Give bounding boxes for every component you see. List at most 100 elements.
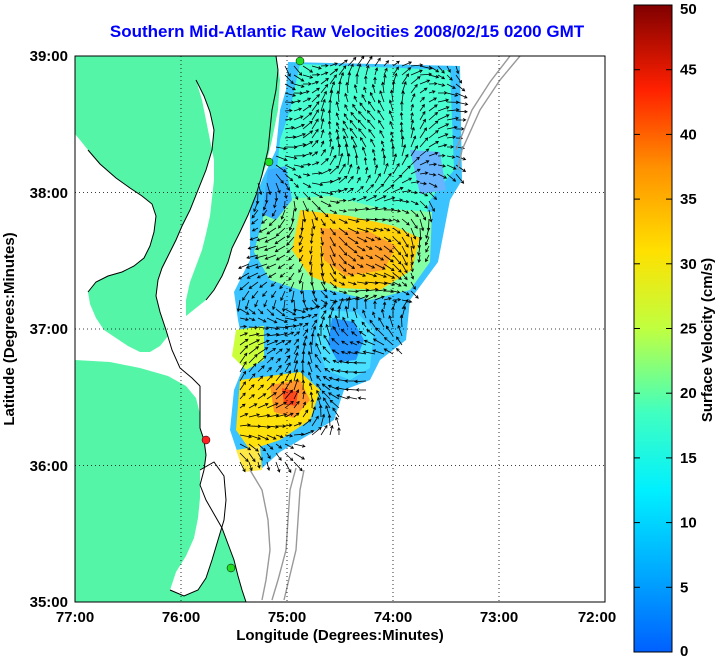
bathymetry-contours: [249, 56, 521, 601]
velocity-arrow: [316, 389, 322, 400]
velocity-arrow: [257, 403, 269, 409]
velocity-arrow: [236, 299, 241, 313]
velocity-arrow: [446, 164, 457, 170]
velocity-arrow: [388, 315, 394, 328]
velocity-arrow: [368, 100, 376, 112]
velocity-arrow: [275, 364, 282, 373]
velocity-arrow: [311, 191, 324, 198]
lon-tick-label: 73:00: [480, 609, 518, 626]
velocity-arrow: [395, 347, 403, 355]
colorbar-tick-label: 30: [680, 256, 697, 273]
velocity-arrow: [329, 424, 334, 436]
velocity-arrow: [284, 126, 295, 130]
velocity-arrow: [328, 98, 332, 112]
velocity-arrow: [266, 374, 273, 382]
velocity-arrow: [346, 152, 351, 166]
velocity-arrow: [374, 245, 383, 251]
velocity-arrow: [388, 110, 394, 121]
velocity-arrow: [293, 461, 303, 472]
velocity-arrow: [437, 74, 446, 80]
velocity-arrow: [328, 137, 333, 148]
velocity-arrow: [320, 413, 326, 427]
velocity-arrow: [356, 340, 367, 346]
velocity-arrow: [293, 164, 305, 169]
velocity-arrow: [338, 281, 346, 286]
velocity-arrow: [356, 176, 361, 184]
velocity-arrow: [428, 74, 440, 79]
velocity-arrow: [356, 185, 364, 193]
velocity-arrow: [365, 227, 377, 232]
velocity-arrow: [383, 227, 391, 232]
velocity-arrow: [410, 245, 415, 258]
velocity-arrow: [329, 209, 338, 214]
velocity-arrow: [338, 245, 348, 256]
velocity-arrow: [266, 227, 277, 235]
velocity-arrow: [293, 115, 304, 121]
velocity-arrow: [239, 461, 246, 473]
velocity-arrow: [293, 331, 301, 337]
velocity-arrow: [338, 187, 348, 193]
velocity-arrow: [293, 338, 300, 346]
velocity-arrow: [392, 290, 401, 294]
velocity-arrow: [293, 299, 297, 313]
velocity-arrow: [302, 409, 309, 418]
velocity-arrow: [284, 100, 295, 105]
velocity-arrow: [352, 144, 358, 157]
velocity-arrow: [392, 174, 403, 184]
velocity-arrow: [401, 263, 408, 274]
velocity-arrow: [251, 290, 259, 299]
velocity-arrow: [357, 110, 367, 121]
velocity-arrow: [329, 145, 334, 157]
velocity-arrow: [263, 200, 268, 211]
velocity-arrow: [401, 227, 410, 238]
velocity-arrow: [322, 345, 331, 355]
velocity-arrow: [262, 290, 268, 297]
velocity-arrow: [428, 81, 438, 86]
velocity-arrow: [366, 109, 376, 121]
velocity-arrow: [392, 198, 404, 203]
velocity-arrow: [239, 403, 246, 409]
velocity-arrow: [383, 245, 393, 253]
velocity-arrow: [363, 86, 367, 94]
velocity-arrow: [428, 90, 436, 94]
velocity-arrow: [419, 171, 429, 175]
velocity-arrow: [455, 92, 468, 99]
velocity-arrow: [446, 125, 458, 130]
velocity-arrow: [401, 298, 409, 310]
velocity-arrow: [246, 254, 259, 259]
velocity-arrow: [275, 146, 287, 151]
velocity-arrow: [266, 356, 274, 364]
velocity-arrow: [437, 83, 446, 87]
velocity-arrow: [363, 339, 376, 346]
lat-tick-label: 36:00: [30, 458, 68, 475]
velocity-arrow: [239, 352, 248, 364]
velocity-arrow: [419, 110, 426, 121]
velocity-arrow: [356, 165, 360, 175]
velocity-arrow: [265, 263, 277, 269]
velocity-arrow: [239, 381, 246, 391]
velocity-arrow: [329, 290, 337, 295]
velocity-arrow: [298, 227, 304, 239]
velocity-arrow: [245, 263, 259, 269]
velocity-arrow: [357, 119, 367, 130]
velocity-arrow: [274, 191, 279, 202]
velocity-arrow: [425, 254, 430, 263]
velocity-arrow: [239, 434, 253, 439]
velocity-arrow: [401, 153, 409, 166]
velocity-arrow: [302, 141, 314, 148]
velocity-arrow: [392, 272, 402, 280]
velocity-arrow: [301, 379, 306, 391]
velocity-arrow: [383, 60, 390, 67]
velocity-arrow: [370, 138, 376, 148]
lon-tick-label: 77:00: [56, 609, 94, 626]
velocity-arrow: [288, 218, 295, 231]
velocity-arrow: [374, 183, 385, 193]
velocity-arrow: [320, 158, 329, 166]
velocity-arrow: [455, 65, 460, 75]
velocity-arrow: [248, 443, 259, 452]
velocity-arrow: [401, 199, 410, 204]
velocity-arrow: [417, 254, 422, 264]
velocity-arrow: [271, 290, 277, 299]
colorbar-tick-label: 25: [680, 321, 697, 338]
velocity-arrow: [399, 128, 404, 139]
